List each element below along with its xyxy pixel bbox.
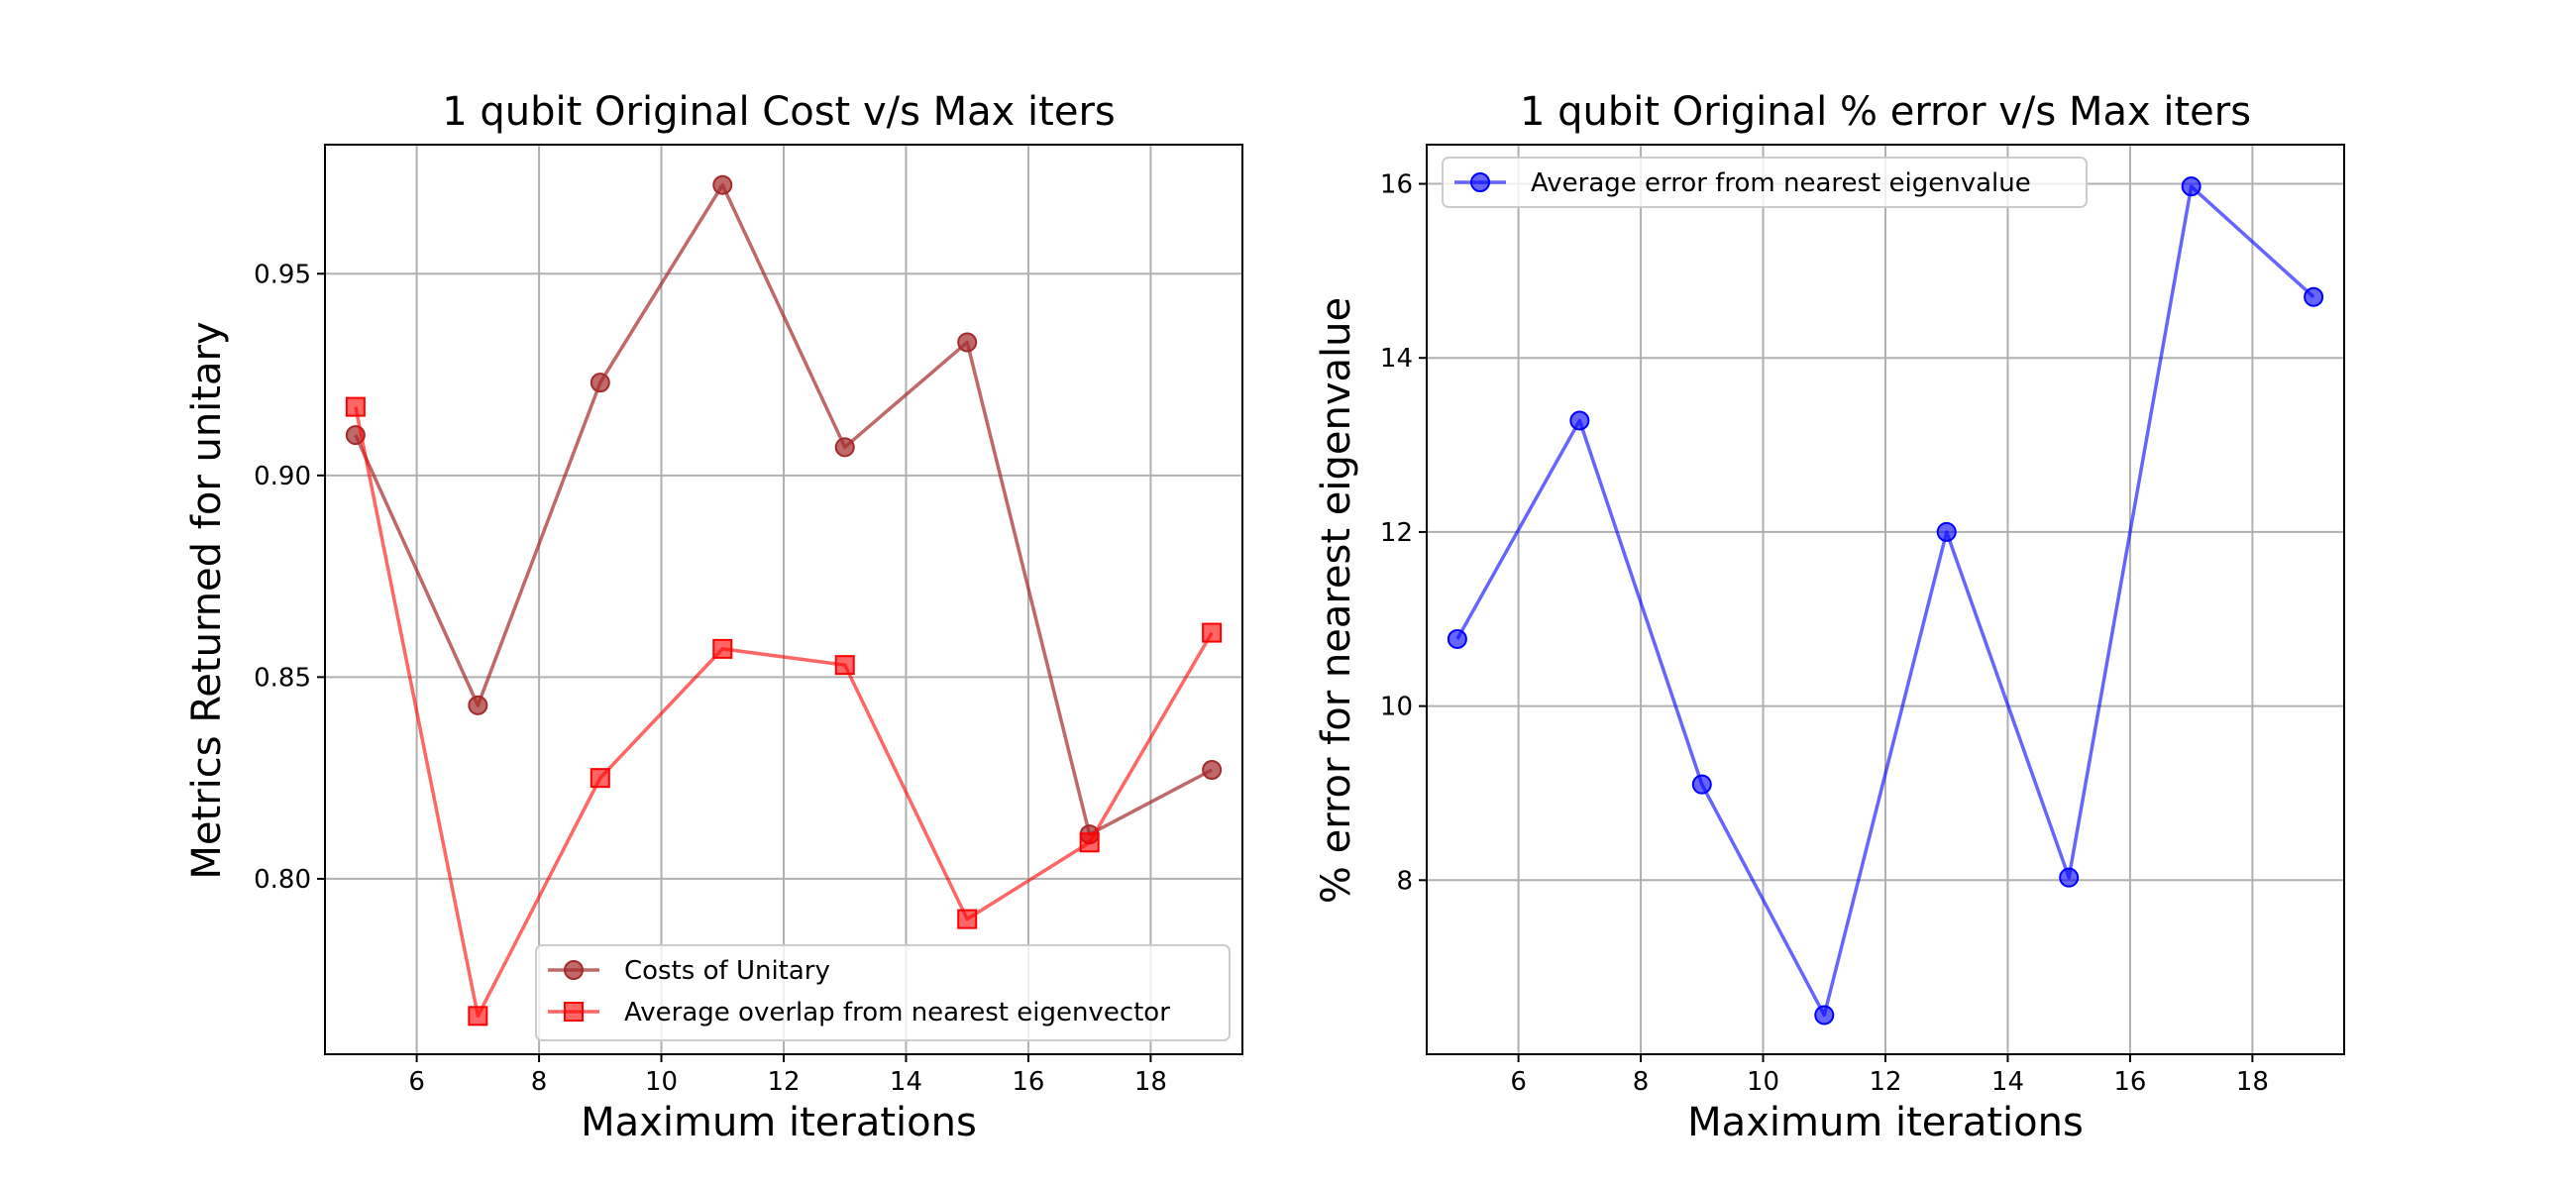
- data-point-average-overlap-from-nearest-eigenvector: [1079, 832, 1100, 853]
- error-chart-legend: Average error from nearest eigenvalue: [1442, 157, 2088, 208]
- data-point-average-error-from-nearest-eigenvalue: [1814, 1005, 1835, 1026]
- data-point-average-error-from-nearest-eigenvalue: [2304, 286, 2324, 307]
- cost-y-tick-label: 0.95: [254, 260, 311, 289]
- data-point-average-overlap-from-nearest-eigenvector: [1202, 622, 1223, 643]
- data-point-average-overlap-from-nearest-eigenvector: [712, 638, 733, 659]
- data-point-average-overlap-from-nearest-eigenvector: [590, 768, 610, 789]
- cost-x-tick-label: 18: [1134, 1067, 1167, 1097]
- cost-y-tick-label: 0.90: [254, 462, 311, 491]
- cost-x-tick-label: 6: [408, 1067, 425, 1097]
- cost-chart-legend-box: [535, 944, 1231, 1041]
- cost-chart-series: [345, 174, 1223, 1027]
- legend-marker-average-error: [1470, 172, 1490, 192]
- legend-marker-costs-of-unitary: [564, 960, 584, 980]
- data-point-average-error-from-nearest-eigenvalue: [2059, 867, 2080, 888]
- error-chart: 1 qubit Original % error v/s Max iters M…: [1314, 89, 2345, 1145]
- error-chart-series: [1447, 176, 2324, 1026]
- cost-x-tick-label: 10: [645, 1067, 678, 1097]
- error-x-tick-label: 6: [1510, 1067, 1527, 1097]
- series-line-costs-of-unitary: [354, 182, 1213, 836]
- cost-x-tick-label: 14: [890, 1067, 922, 1097]
- error-x-tick-label: 18: [2236, 1067, 2269, 1097]
- cost-y-tick-label: 0.85: [254, 663, 311, 693]
- series-line-average-error-from-nearest-eigenvalue: [1455, 184, 2315, 1018]
- error-x-tick-label: 12: [1869, 1067, 1901, 1097]
- cost-chart-title: 1 qubit Original Cost v/s Max iters: [442, 89, 1116, 135]
- error-y-tick-label: 8: [1396, 866, 1413, 896]
- data-point-average-error-from-nearest-eigenvalue: [1691, 774, 1712, 795]
- data-point-average-error-from-nearest-eigenvalue: [2181, 176, 2201, 197]
- error-y-tick-label: 10: [1380, 693, 1413, 722]
- error-x-tick-label: 16: [2113, 1067, 2146, 1097]
- cost-chart-y-axis-label: Metrics Returned for unitary: [184, 321, 230, 879]
- cost-x-tick-label: 12: [767, 1067, 800, 1097]
- cost-chart: 1 qubit Original Cost v/s Max iters Maxi…: [184, 89, 1243, 1145]
- error-x-tick-label: 10: [1747, 1067, 1779, 1097]
- error-y-tick-label: 16: [1380, 170, 1413, 200]
- error-chart-y-ticks: 8 10 12 14 16: [1380, 170, 1427, 896]
- data-point-average-overlap-from-nearest-eigenvector: [957, 909, 978, 929]
- data-point-costs-of-unitary: [957, 332, 978, 353]
- data-point-costs-of-unitary: [590, 373, 610, 393]
- data-point-average-error-from-nearest-eigenvalue: [1569, 410, 1590, 431]
- data-point-average-overlap-from-nearest-eigenvector: [345, 396, 366, 417]
- legend-label-costs-of-unitary: Costs of Unitary: [624, 956, 830, 986]
- data-point-average-error-from-nearest-eigenvalue: [1936, 521, 1957, 542]
- error-chart-y-axis-label: % error for nearest eigenvalue: [1314, 297, 1359, 904]
- data-point-costs-of-unitary: [712, 174, 733, 195]
- error-y-tick-label: 14: [1380, 344, 1413, 374]
- data-point-average-overlap-from-nearest-eigenvector: [468, 1006, 488, 1027]
- error-chart-x-axis-label: Maximum iterations: [1687, 1100, 2084, 1145]
- cost-x-tick-label: 8: [531, 1067, 548, 1097]
- legend-label-average-error: Average error from nearest eigenvalue: [1531, 168, 2031, 198]
- data-point-costs-of-unitary: [468, 695, 488, 715]
- error-y-tick-label: 12: [1380, 518, 1413, 548]
- error-chart-title: 1 qubit Original % error v/s Max iters: [1520, 89, 2251, 135]
- cost-chart-grid: [325, 145, 1242, 1054]
- data-point-average-overlap-from-nearest-eigenvector: [834, 655, 855, 676]
- data-point-costs-of-unitary: [834, 437, 855, 458]
- series-line-average-overlap-from-nearest-eigenvector: [354, 406, 1214, 1019]
- cost-y-tick-label: 0.80: [254, 865, 311, 895]
- data-point-average-error-from-nearest-eigenvalue: [1447, 628, 1467, 649]
- legend-label-average-overlap: Average overlap from nearest eigenvector: [624, 998, 1170, 1027]
- cost-chart-y-ticks: 0.80 0.85 0.90 0.95: [254, 260, 325, 895]
- error-chart-x-ticks: 6 8 10 12 14 16 18: [1510, 1054, 2269, 1097]
- cost-x-tick-label: 16: [1012, 1067, 1044, 1097]
- error-x-tick-label: 8: [1633, 1067, 1650, 1097]
- cost-chart-x-ticks: 6 8 10 12 14 16 18: [408, 1054, 1167, 1097]
- cost-chart-legend: Costs of Unitary Average overlap from ne…: [535, 944, 1231, 1041]
- legend-marker-average-overlap: [564, 1002, 584, 1022]
- cost-chart-x-axis-label: Maximum iterations: [581, 1100, 977, 1145]
- error-x-tick-label: 14: [1991, 1067, 2024, 1097]
- data-point-costs-of-unitary: [1202, 759, 1223, 780]
- error-chart-legend-box: [1442, 157, 2088, 208]
